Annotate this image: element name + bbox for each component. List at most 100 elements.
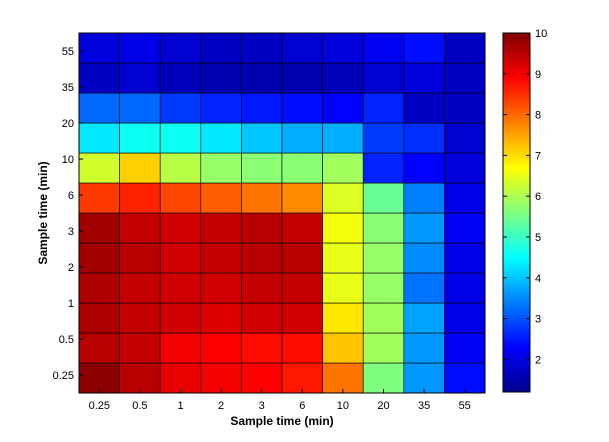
heatmap-cell	[241, 362, 283, 394]
y-axis-label: Sample time (min)	[36, 161, 50, 264]
colorbar-tick-label: 3	[535, 314, 541, 326]
colorbar-tick-label: 7	[535, 150, 541, 162]
heatmap-cell	[281, 122, 323, 154]
heatmap-cell	[159, 92, 202, 124]
heatmap-cell	[362, 272, 405, 304]
heatmap-cell	[403, 362, 445, 394]
heatmap-cell	[200, 32, 242, 64]
x-tick-label: 35	[418, 400, 430, 412]
heatmap-cell	[281, 152, 323, 184]
heatmap-cell	[362, 212, 405, 244]
heatmap-cell	[119, 32, 161, 64]
heatmap-cell	[200, 122, 242, 154]
heatmap-cell	[444, 32, 486, 64]
heatmap-cell	[200, 212, 242, 244]
heatmap-cell	[241, 152, 283, 184]
heatmap-cell	[362, 332, 405, 364]
heatmap-cell	[241, 212, 283, 244]
heatmap-cell	[78, 92, 120, 124]
heatmap-cell	[241, 122, 283, 154]
heatmap-cell	[322, 32, 364, 64]
heatmap-cell	[200, 332, 242, 364]
heatmap-cell	[403, 92, 445, 124]
heatmap-cell	[78, 212, 120, 244]
heatmap-cell	[444, 332, 486, 364]
heatmap-cell	[200, 302, 242, 334]
heatmap-cell	[119, 92, 161, 124]
x-tick-label: 55	[459, 400, 471, 412]
heatmap-cell	[119, 362, 161, 394]
x-tick-label: 2	[218, 400, 224, 412]
heatmap-cell	[159, 122, 202, 154]
heatmap-cell	[362, 92, 405, 124]
heatmap-cell	[78, 62, 120, 94]
heatmap-cell	[241, 242, 283, 274]
heatmap-cell	[444, 92, 486, 124]
heatmap-cell	[159, 182, 202, 214]
heatmap-cell	[403, 242, 445, 274]
x-axis-ticks: 0.25 0.5 1 2 3 6 10 20 35 55	[89, 389, 471, 412]
heatmap-cell	[444, 362, 486, 394]
heatmap-cell	[159, 32, 202, 64]
heatmap-cell	[444, 242, 486, 274]
heatmap-cell	[322, 212, 364, 244]
colorbar-tick-label: 4	[535, 273, 541, 285]
heatmap-cell	[281, 62, 323, 94]
y-tick-label: 2	[68, 262, 74, 274]
heatmap-cell	[322, 362, 364, 394]
plot-frame	[78, 32, 486, 394]
heatmap-cell	[322, 182, 364, 214]
heatmap-cell	[78, 332, 120, 364]
heatmap-cell	[119, 182, 161, 214]
heatmap-cell	[403, 32, 445, 64]
heatmap-cell	[281, 182, 323, 214]
heatmap-cell	[322, 122, 364, 154]
heatmap-cell	[322, 332, 364, 364]
heatmap-cell	[159, 302, 202, 334]
x-tick-label: 1	[177, 400, 183, 412]
heatmap-cell	[403, 122, 445, 154]
y-tick-label: 3	[68, 226, 74, 238]
heatmap-cell	[281, 272, 323, 304]
heatmap-cell	[241, 62, 283, 94]
heatmap-cell	[159, 272, 202, 304]
heatmap-cell	[362, 302, 405, 334]
heatmap-cell	[281, 242, 323, 274]
heatmap-cell	[119, 62, 161, 94]
heatmap-cell	[444, 212, 486, 244]
heatmap-cell	[200, 92, 242, 124]
colorbar-tick-label: 5	[535, 232, 541, 244]
x-tick-label: 6	[299, 400, 305, 412]
y-tick-label: 0.5	[59, 334, 74, 346]
x-tick-label: 0.5	[132, 400, 147, 412]
heatmap-cell	[78, 152, 120, 184]
colorbar-ticks: 2 3 4 5 6 7 8 9 10	[503, 28, 547, 366]
heatmap-cell	[119, 122, 161, 154]
x-tick-label: 20	[377, 400, 389, 412]
heatmap-cell	[241, 302, 283, 334]
heatmap-cell	[444, 182, 486, 214]
y-tick-label: 10	[62, 154, 74, 166]
heatmap-cell	[119, 152, 161, 184]
heatmap-cell	[362, 152, 405, 184]
heatmap-cell	[281, 362, 323, 394]
y-tick-label: 6	[68, 190, 74, 202]
heatmap-cell	[403, 152, 445, 184]
heatmap-cell	[362, 362, 405, 394]
heatmap-cell	[403, 62, 445, 94]
y-tick-label: 55	[62, 46, 74, 58]
heatmap-cell	[78, 242, 120, 274]
heatmap-cell	[159, 62, 202, 94]
heatmap-cell	[444, 302, 486, 334]
y-tick-label: 20	[62, 118, 74, 130]
heatmap-cell	[403, 272, 445, 304]
heatmap-cell	[403, 332, 445, 364]
heatmap-cell	[362, 122, 405, 154]
heatmap-cell	[322, 242, 364, 274]
heatmap-cell	[200, 152, 242, 184]
heatmap-cells	[78, 32, 486, 394]
heatmap-cell	[322, 152, 364, 184]
heatmap-cell	[200, 272, 242, 304]
x-tick-label: 0.25	[89, 400, 110, 412]
